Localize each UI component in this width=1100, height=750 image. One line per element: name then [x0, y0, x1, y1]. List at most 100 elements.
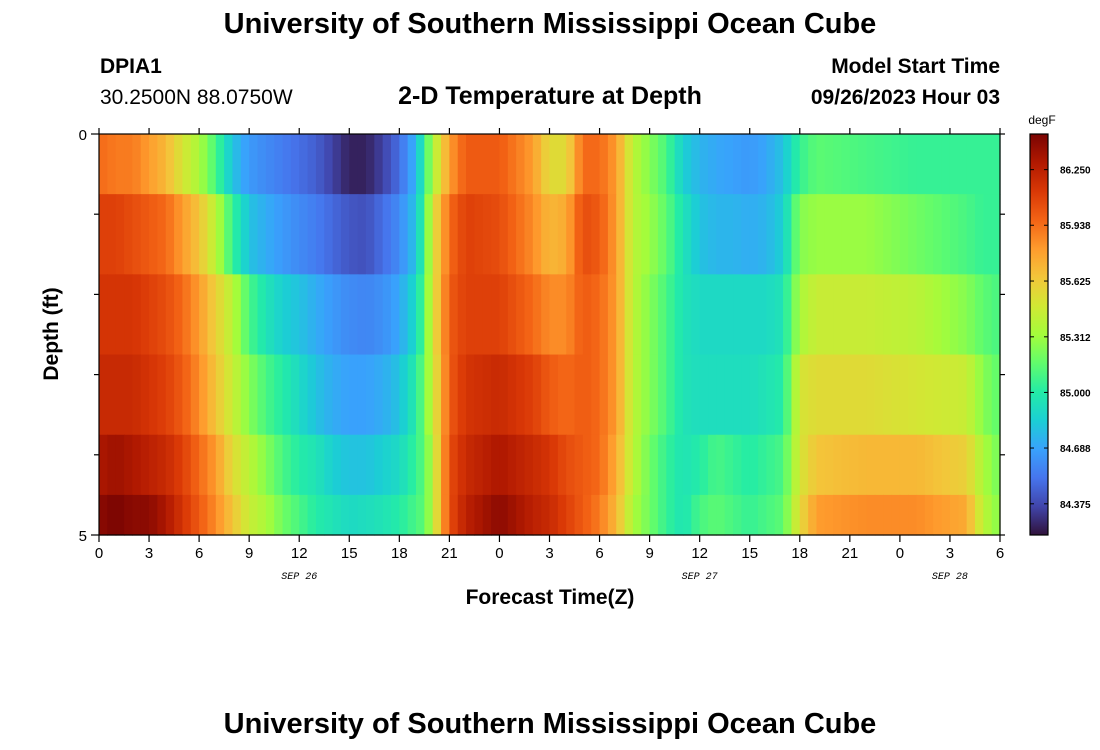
x-axis-ticks: 0 3 6 9 12 15 18 21 0 3 6 9 12 15 18 21 0 3 6	[95, 128, 1004, 562]
heatmap-cell	[766, 354, 776, 436]
heatmap-cell	[649, 494, 659, 536]
heatmap-cell	[783, 194, 793, 275]
heatmap-cell	[766, 274, 776, 356]
heatmap-cell	[774, 274, 784, 356]
heatmap-cell	[432, 354, 442, 436]
heatmap-cell	[240, 434, 250, 496]
heatmap-cell	[866, 354, 876, 436]
heatmap-cell	[833, 354, 843, 436]
heatmap-cell	[457, 134, 467, 195]
heatmap-cell	[741, 194, 751, 275]
heatmap-cell	[991, 194, 1001, 275]
heatmap-cell	[599, 494, 609, 536]
heatmap-cell	[365, 194, 375, 275]
heatmap-cell	[516, 354, 526, 436]
heatmap-cell	[908, 494, 918, 536]
heatmap-cell	[466, 134, 476, 195]
heatmap-cell	[132, 274, 142, 356]
heatmap-cell	[758, 134, 767, 195]
heatmap-cell	[174, 194, 184, 275]
heatmap-cell	[124, 494, 133, 536]
heatmap-cell	[641, 494, 651, 536]
heatmap-cell	[224, 274, 234, 356]
heatmap-cell	[265, 354, 275, 436]
heatmap-cell	[357, 274, 367, 356]
heatmap-cell	[983, 274, 993, 356]
heatmap-cell	[674, 494, 684, 536]
heatmap-cell	[691, 494, 701, 536]
heatmap-cell	[182, 274, 192, 356]
heatmap-cell	[599, 134, 609, 195]
heatmap-cell	[399, 434, 409, 496]
heatmap-cell	[507, 134, 517, 195]
heatmap-cell	[933, 494, 943, 536]
heatmap-cell	[682, 354, 692, 436]
heatmap-cells	[99, 134, 1001, 536]
heatmap-cell	[708, 134, 717, 195]
heatmap-cell	[149, 194, 158, 275]
heatmap-cell	[591, 494, 601, 536]
heatmap-cell	[924, 194, 934, 275]
heatmap-cell	[899, 194, 909, 275]
heatmap-cell	[432, 494, 442, 536]
heatmap-cell	[474, 354, 484, 436]
heatmap-cell	[340, 354, 350, 436]
heatmap-cell	[607, 354, 617, 436]
heatmap-cell	[741, 274, 751, 356]
heatmap-cell	[899, 434, 909, 496]
colorbar-scale	[1029, 133, 1049, 536]
heatmap-cell	[157, 494, 167, 536]
heatmap-cell	[140, 194, 150, 275]
heatmap-cell	[215, 434, 225, 496]
heatmap-cell	[215, 494, 225, 536]
heatmap-cell	[524, 434, 534, 496]
heatmap-cell	[591, 434, 601, 496]
heatmap-cell	[991, 274, 1001, 356]
heatmap-cell	[949, 274, 959, 356]
heatmap-cell	[424, 494, 434, 536]
heatmap-cell	[758, 194, 767, 275]
heatmap-cell	[833, 194, 843, 275]
heatmap-cell	[891, 194, 901, 275]
heatmap-cell	[491, 434, 501, 496]
colorbar-tick-label: 85.625	[1060, 277, 1091, 288]
heatmap-cell	[124, 354, 133, 436]
heatmap-cell	[733, 354, 742, 436]
heatmap-cell	[682, 134, 692, 195]
plot-title: 2-D Temperature at Depth	[398, 82, 702, 110]
heatmap-cell	[916, 434, 926, 496]
heatmap-cell	[574, 134, 584, 195]
heatmap-cell	[549, 134, 559, 195]
heatmap-cell	[382, 274, 392, 356]
heatmap-cell	[933, 134, 943, 195]
heatmap-cell	[349, 494, 359, 536]
heatmap-cell	[632, 274, 642, 356]
heatmap-cell	[549, 354, 559, 436]
heatmap-cell	[157, 194, 167, 275]
heatmap-cell	[157, 434, 167, 496]
heatmap-cell	[983, 434, 993, 496]
heatmap-cell	[749, 494, 759, 536]
heatmap-cell	[199, 434, 209, 496]
heatmap-cell	[299, 134, 309, 195]
heatmap-cell	[657, 494, 667, 536]
heatmap-cell	[941, 274, 951, 356]
heatmap-cell	[632, 494, 642, 536]
heatmap-cell	[574, 494, 584, 536]
heatmap-cell	[699, 494, 709, 536]
heatmap-cell	[132, 194, 142, 275]
heatmap-cell	[340, 194, 350, 275]
heatmap-cell	[858, 434, 868, 496]
heatmap-cell	[941, 494, 951, 536]
heatmap-cell	[566, 354, 576, 436]
heatmap-cell	[224, 194, 234, 275]
heatmap-cell	[132, 134, 142, 195]
heatmap-cell	[824, 354, 834, 436]
heatmap-cell	[282, 274, 292, 356]
heatmap-cell	[991, 494, 1001, 536]
heatmap-cell	[524, 354, 534, 436]
heatmap-cell	[182, 134, 192, 195]
heatmap-cell	[390, 274, 400, 356]
heatmap-cell	[374, 194, 384, 275]
